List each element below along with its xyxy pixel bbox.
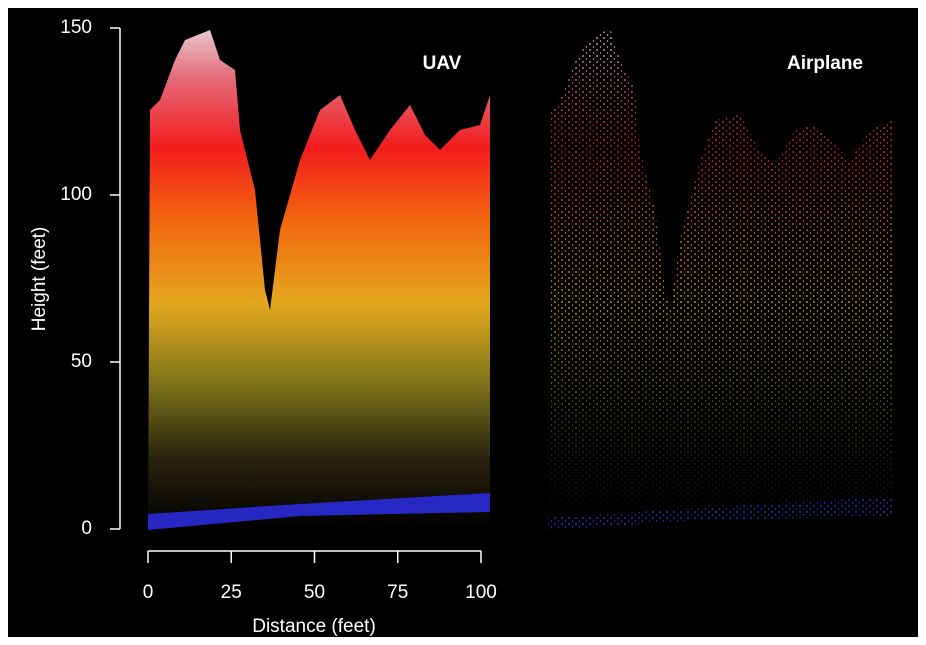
x-tick-label: 25: [221, 582, 242, 603]
x-axis-label: Distance (feet): [252, 616, 376, 637]
x-tick-label: 50: [304, 582, 325, 603]
y-tick-label: 0: [81, 518, 92, 539]
y-axis-label: Height (feet): [29, 227, 50, 332]
panel-title: Airplane: [787, 53, 863, 74]
y-tick-label: 50: [71, 351, 92, 372]
chart: UAV Airplane Distance (feet) Height (fee…: [0, 0, 926, 645]
y-tick-label: 100: [60, 184, 92, 205]
x-tick-label: 75: [387, 582, 408, 603]
x-tick-label: 100: [465, 582, 497, 603]
y-tick-label: 150: [60, 17, 92, 38]
x-tick-label: 0: [143, 582, 154, 603]
panel-title: UAV: [423, 53, 462, 74]
